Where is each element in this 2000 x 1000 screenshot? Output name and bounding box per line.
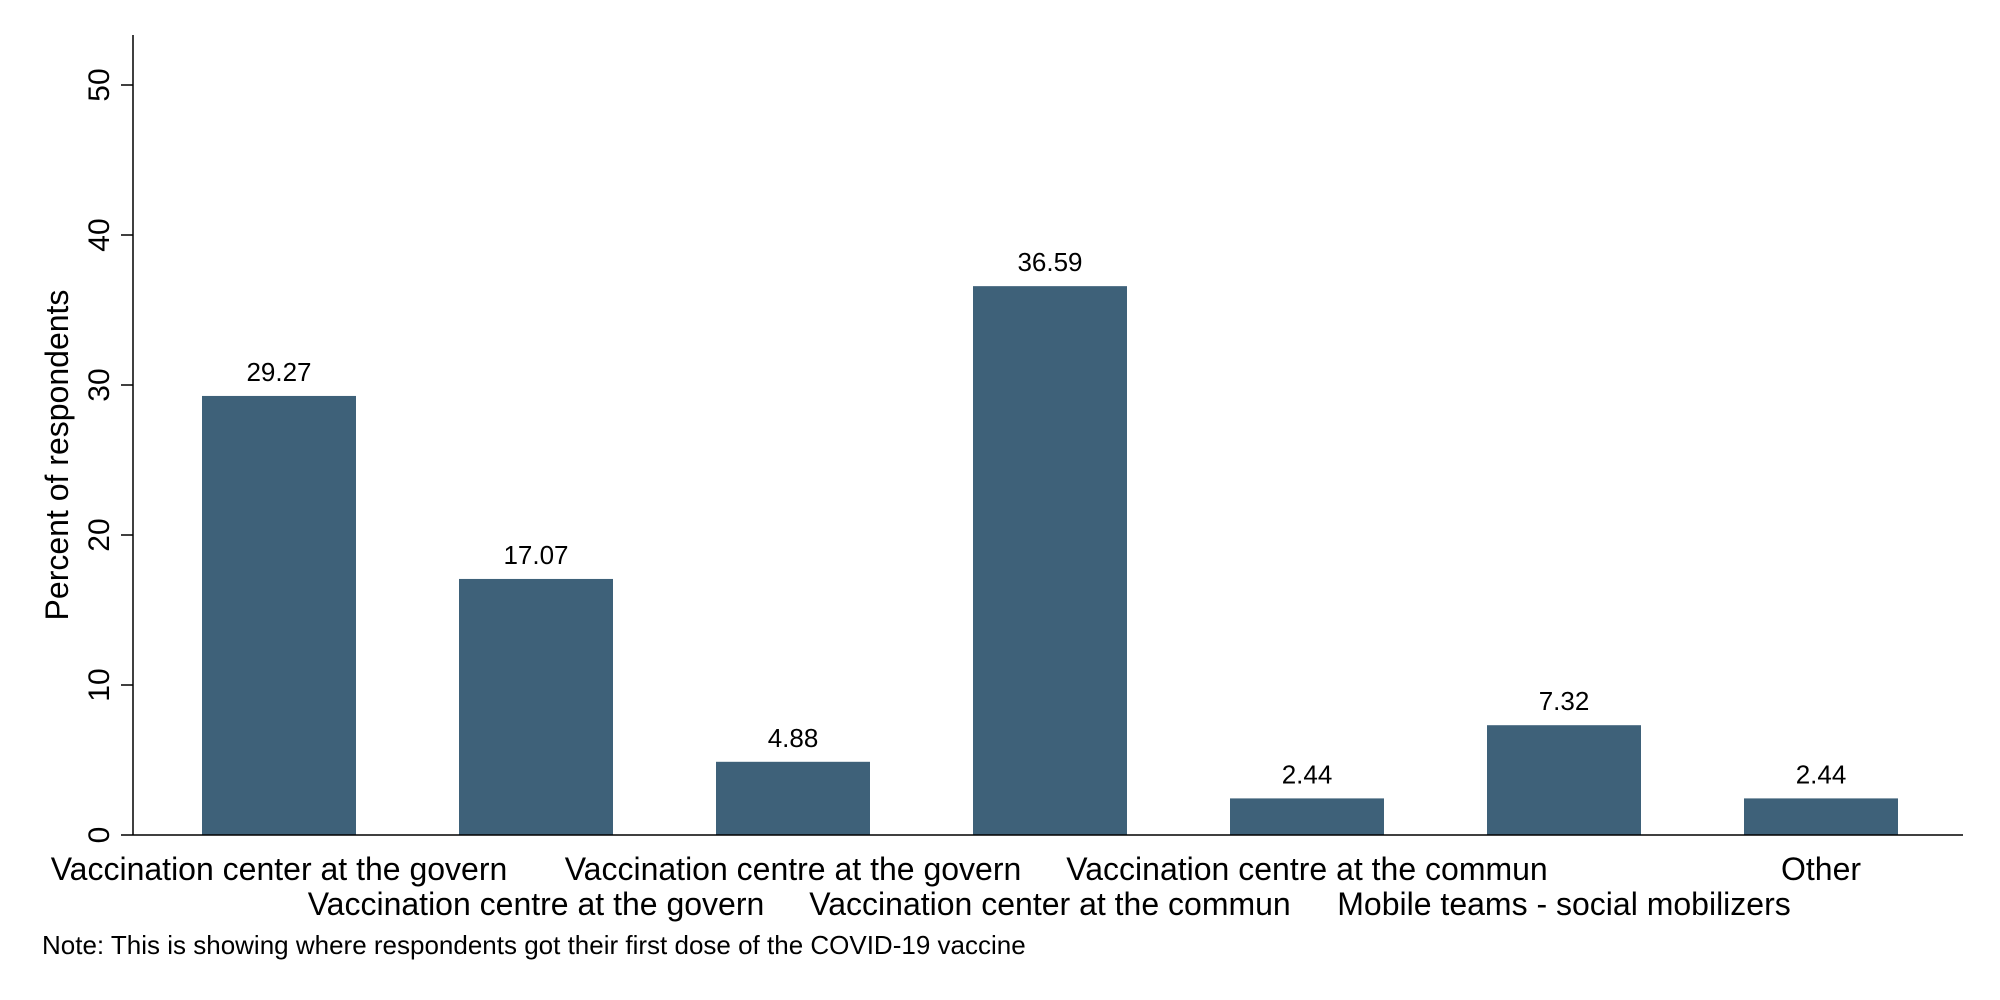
chart-note: Note: This is showing where respondents …	[42, 930, 1026, 960]
bar	[202, 395, 356, 835]
y-tick-label: 0	[83, 827, 116, 844]
bar-value-label: 17.07	[503, 540, 568, 570]
bar	[459, 578, 613, 835]
bars-layer	[202, 286, 1898, 835]
y-tick-label: 50	[83, 68, 116, 101]
value-labels-layer: 29.27 17.07 4.88 36.59 2.44 7.32 2.44	[246, 247, 1846, 789]
bar-value-label: 2.44	[1796, 759, 1847, 789]
y-tick-label: 20	[83, 518, 116, 551]
category-label: Vaccination centre at the commun	[1066, 851, 1547, 887]
category-label: Vaccination centre at the govern	[565, 851, 1022, 887]
y-tick-label: 40	[83, 218, 116, 251]
category-label: Mobile teams - social mobilizers	[1337, 886, 1790, 922]
category-labels-layer: Vaccination center at the governVaccinat…	[51, 851, 1862, 922]
y-axis-title: Percent of respondents	[39, 290, 75, 621]
bar	[1487, 725, 1641, 835]
bar	[973, 286, 1127, 835]
bar-value-label: 7.32	[1539, 686, 1590, 716]
category-label: Vaccination center at the commun	[809, 886, 1290, 922]
y-ticks-layer: 0 10 20 30 40 50	[83, 68, 133, 843]
bar-value-label: 36.59	[1017, 247, 1082, 277]
bar-value-label: 2.44	[1282, 759, 1333, 789]
y-tick-label: 30	[83, 368, 116, 401]
category-label: Vaccination centre at the govern	[308, 886, 765, 922]
bar	[1230, 798, 1384, 835]
y-tick-label: 10	[83, 668, 116, 701]
category-label: Other	[1781, 851, 1861, 887]
bar-value-label: 4.88	[768, 723, 819, 753]
bar	[716, 761, 870, 835]
bar	[1744, 798, 1898, 835]
category-label: Vaccination center at the govern	[51, 851, 508, 887]
bar-value-label: 29.27	[246, 357, 311, 387]
